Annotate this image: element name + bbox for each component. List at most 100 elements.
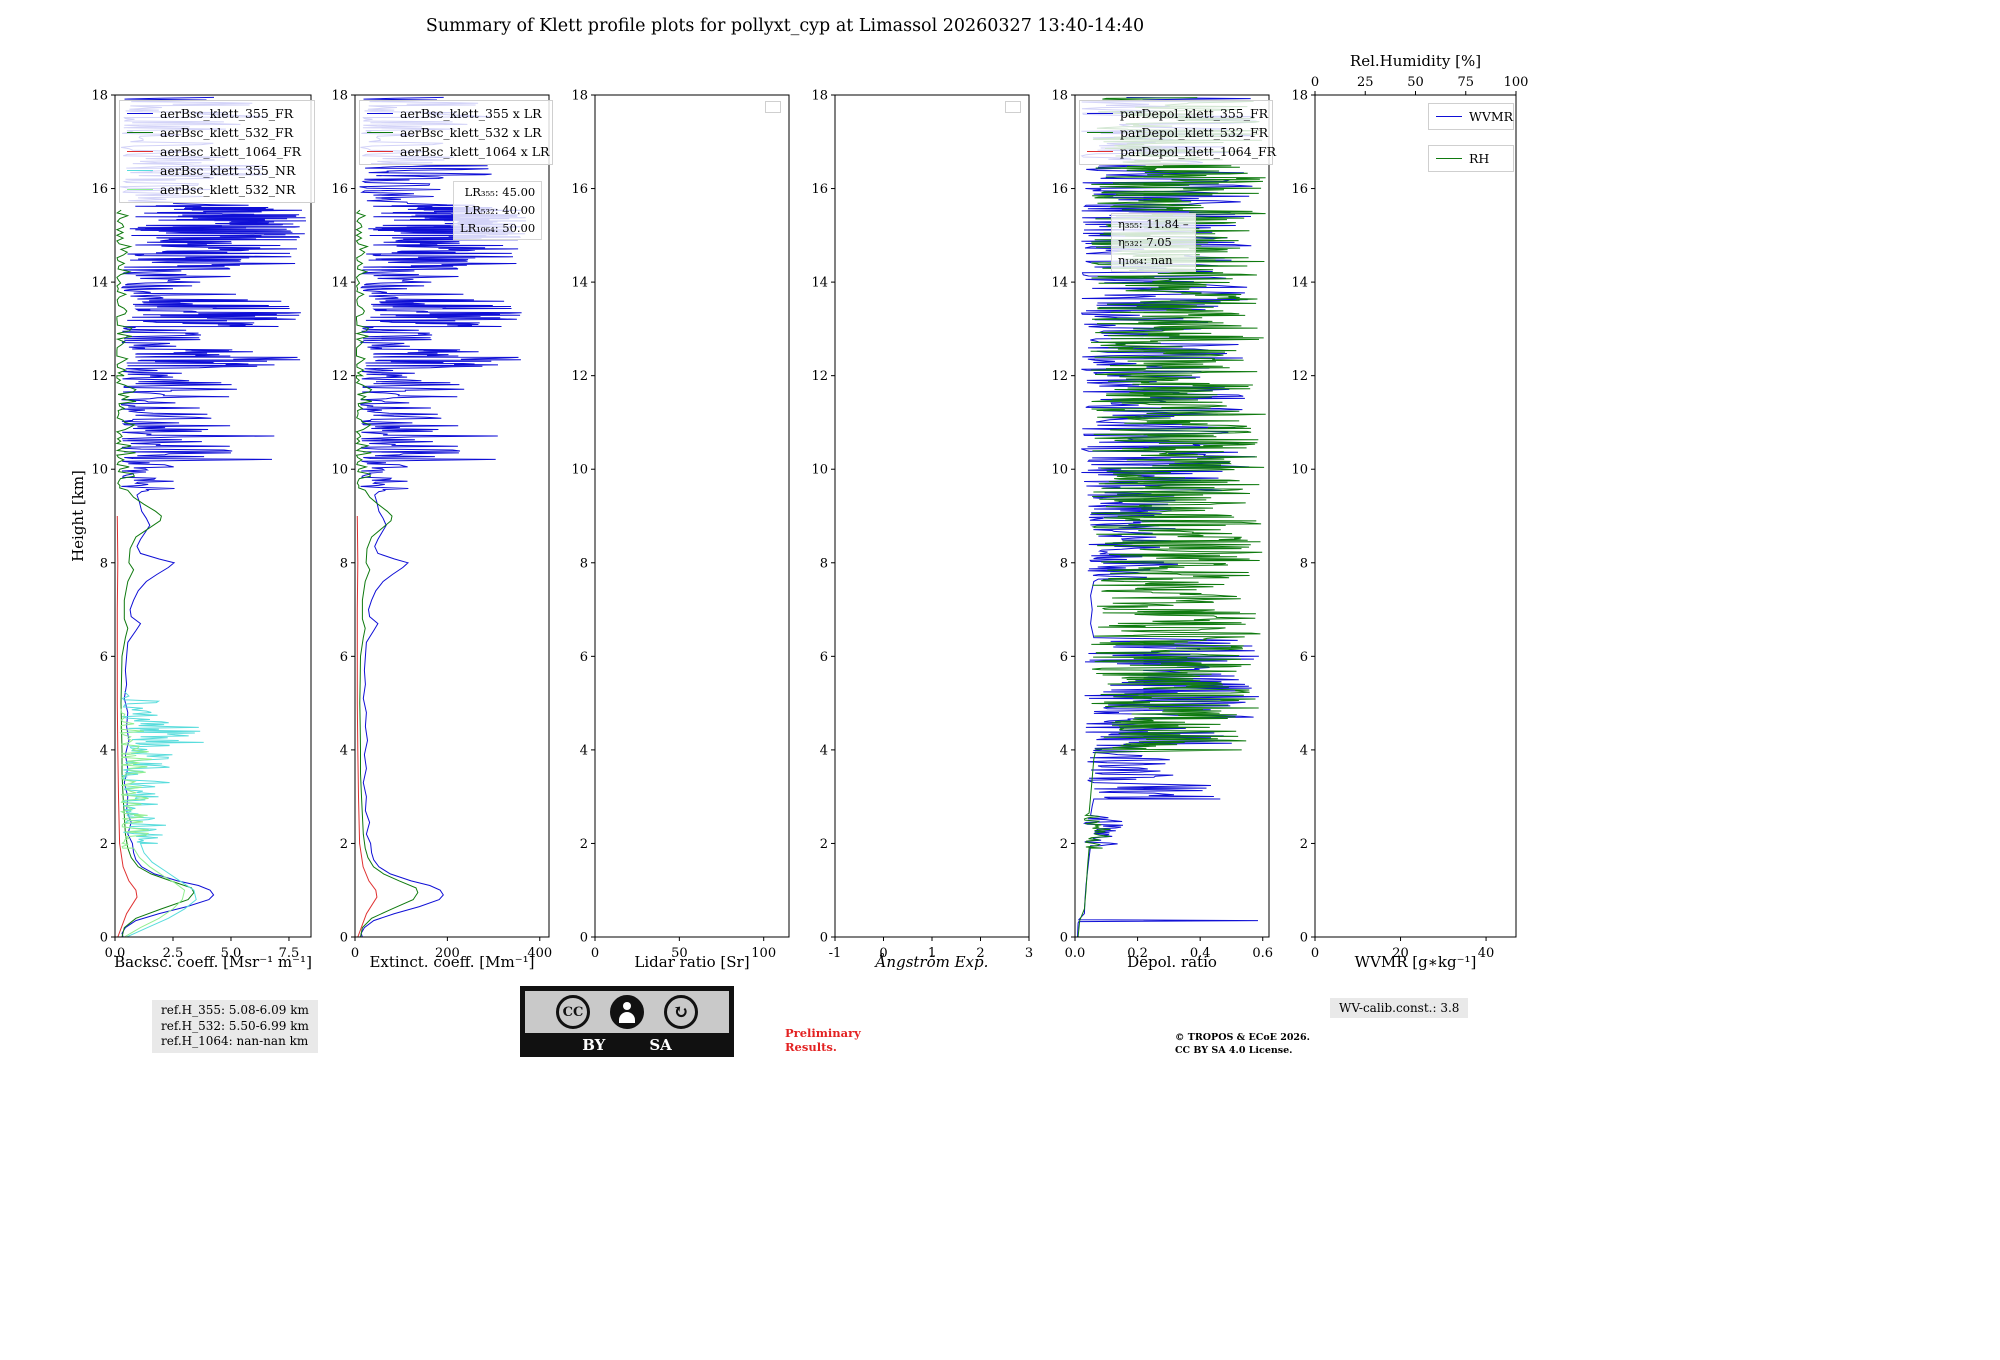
y-tick-label: 0 (820, 931, 828, 946)
copyright-line-1: © TROPOS & ECoE 2026. (1175, 1032, 1310, 1043)
legend-label: aerBsc_klett_355_NR (160, 163, 296, 178)
x-tick-label: 5.0 (221, 946, 242, 961)
y-tick-label: 16 (571, 182, 588, 197)
legend-line-swatch (1087, 113, 1113, 114)
y-tick-label: 10 (91, 463, 108, 478)
x-tick-label: 0 (351, 946, 359, 961)
y-tick-label: 18 (91, 89, 108, 104)
preliminary-line-2: Results. (785, 1040, 837, 1055)
y-tick-label: 16 (331, 182, 348, 197)
y-tick-label: 18 (811, 89, 828, 104)
person-body (619, 1012, 635, 1023)
eta-annotation: η₃₅₅: 11.84 – η₅₃₂: 7.05 η₁₀₆₄: nan (1111, 213, 1196, 273)
y-tick-label: 10 (811, 463, 828, 478)
x-tick-label: 0.0 (1065, 946, 1086, 961)
y-tick-label: 10 (1051, 463, 1068, 478)
ref-h-532: ref.H_532: 5.50-6.99 km (161, 1018, 309, 1033)
legend-label: parDepol_klett_355_FR (1120, 106, 1269, 121)
cc-badge-labels: BY SA (520, 1033, 734, 1057)
y-tick-label: 18 (1051, 89, 1068, 104)
y-tick-label: 4 (820, 743, 828, 758)
y-tick-label: 14 (91, 276, 108, 291)
top-axis-label: Rel.Humidity [%] (1349, 52, 1482, 70)
y-tick-label: 8 (340, 556, 348, 571)
y-tick-label: 8 (580, 556, 588, 571)
y-tick-label: 2 (1300, 837, 1308, 852)
y-tick-label: 14 (1291, 276, 1308, 291)
y-tick-label: 12 (571, 369, 588, 384)
top-tick-label: 75 (1457, 75, 1474, 90)
panel-frame (114, 94, 312, 938)
sa-arrow-glyph: ↻ (673, 1001, 689, 1023)
x-axis-label-angstrom: Ångström Exp. (875, 953, 989, 971)
legend-label: aerBsc_klett_1064 x LR (400, 144, 550, 159)
cc-by-label: BY (582, 1036, 606, 1054)
y-tick-label: 14 (331, 276, 348, 291)
cc-icon: CC (556, 995, 590, 1029)
y-tick-label: 16 (811, 182, 828, 197)
x-tick-label: 40 (1478, 946, 1495, 961)
reference-height-note: ref.H_355: 5.08-6.09 km ref.H_532: 5.50-… (152, 1000, 318, 1053)
panel-frame (1074, 94, 1270, 938)
annotation-line: η₅₃₂: 7.05 (1118, 234, 1172, 249)
top-tick-label: 50 (1407, 75, 1424, 90)
copyright-line-2: CC BY SA 4.0 License. (1175, 1044, 1293, 1056)
ref-h-1064: ref.H_1064: nan-nan km (161, 1034, 309, 1049)
series-aerBsc_klett_532_NR (119, 708, 186, 937)
legend-item: aerBsc_klett_355 x LR (367, 104, 545, 123)
legend-line-swatch (127, 151, 153, 152)
person-head (623, 1002, 631, 1010)
x-axis-label-lidar-ratio: Lidar ratio [Sr] (634, 953, 750, 971)
x-axis-label-wvmr: WVMR [g∗kg⁻¹] (1354, 953, 1477, 971)
legend-line-swatch (1436, 116, 1462, 117)
lidar-ratio-annotation: LR₃₅₅: 45.00 LR₅₃₂: 40.00 LR₁₀₆₄: 50.00 (453, 181, 543, 241)
legend-line-swatch (127, 170, 153, 171)
panel-frame (354, 94, 550, 938)
series-aerBsc_klett_532_FR (115, 209, 195, 937)
y-tick-label: 18 (1291, 89, 1308, 104)
y-tick-label: 4 (1300, 743, 1308, 758)
legend-item: parDepol_klett_1064_FR (1087, 142, 1276, 161)
x-tick-label: 50 (671, 946, 688, 961)
series-aerBsc_klett_1064_FR (116, 515, 138, 937)
x-tick-label: 7.5 (279, 946, 300, 961)
legend-line-swatch (1087, 132, 1113, 133)
y-tick-label: 8 (820, 556, 828, 571)
panel-lidar-ratio: 0 2 4 6 8 10 12 14 16 18 0 50 100 (571, 89, 790, 961)
x-axis-label-backscatter: Backsc. coeff. [Msr⁻¹ m⁻¹] (114, 953, 312, 971)
y-tick-label: 6 (1300, 650, 1308, 665)
y-tick-label: 16 (91, 182, 108, 197)
figure-title: Summary of Klett profile plots for polly… (425, 16, 1145, 36)
legend-backscatter: aerBsc_klett_355_FR aerBsc_klett_532_FR ae… (119, 100, 315, 203)
x-tick-label: 400 (527, 946, 552, 961)
legend-item: aerBsc_klett_1064 x LR (367, 142, 549, 161)
legend-wvmr: WVMR (1428, 103, 1514, 130)
y-tick-label: 0 (1300, 931, 1308, 946)
y-tick-label: 8 (1300, 556, 1308, 571)
x-tick-label: 200 (435, 946, 460, 961)
y-tick-label: 4 (100, 743, 108, 758)
panel-extinction: 0 2 4 6 8 10 12 14 16 18 0 200 400 (331, 89, 552, 962)
cc-letters: CC (562, 1004, 584, 1020)
series-aerBsc_klett_355 x LR (359, 96, 527, 937)
cc-badge-icons: CC ↻ (525, 991, 729, 1033)
wv-calibration-note: WV-calib.const.: 3.8 (1330, 998, 1469, 1018)
legend-item: aerBsc_klett_1064_FR (127, 142, 307, 161)
y-tick-label: 6 (820, 650, 828, 665)
legend-line-swatch (367, 113, 393, 114)
x-tick-label: 2.5 (163, 946, 184, 961)
legend-line-swatch (1436, 158, 1462, 159)
x-tick-label: 0.0 (105, 946, 126, 961)
y-tick-label: 10 (331, 463, 348, 478)
legend-line-swatch (127, 189, 153, 190)
legend-line-swatch (127, 132, 153, 133)
legend-item: aerBsc_klett_532 x LR (367, 123, 545, 142)
legend-item: parDepol_klett_532_FR (1087, 123, 1268, 142)
y-tick-label: 12 (1051, 369, 1068, 384)
y-tick-label: 18 (571, 89, 588, 104)
x-tick-label: 0.4 (1190, 946, 1211, 961)
